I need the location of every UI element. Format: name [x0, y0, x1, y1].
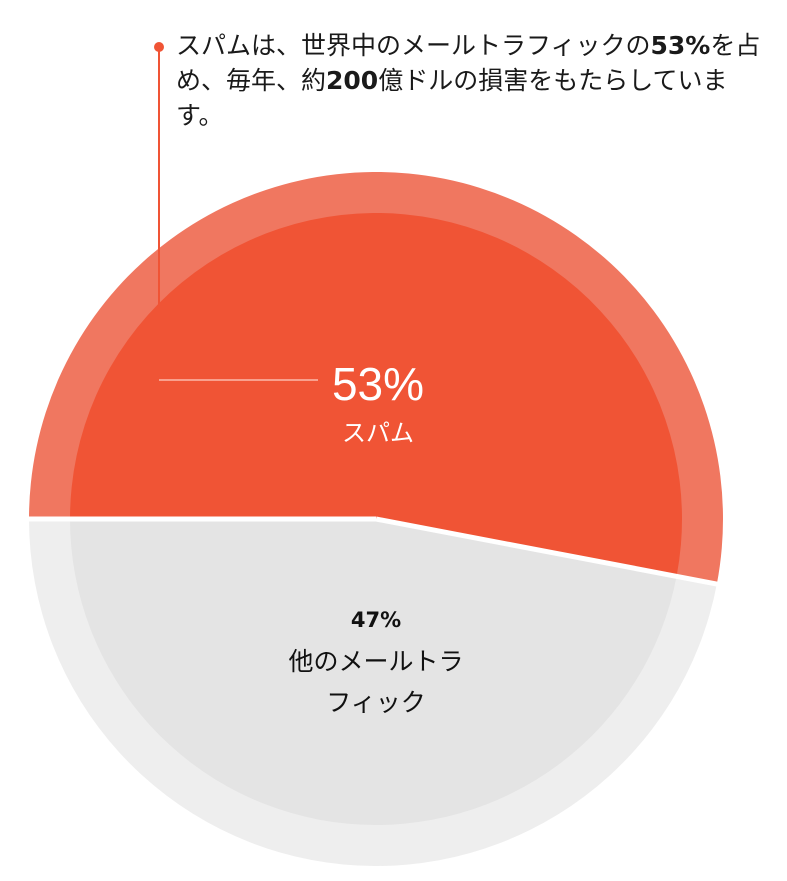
other-name-label-line1: 他のメールトラ: [288, 647, 463, 676]
spam-percentage-label: 53%: [332, 358, 424, 410]
annotation-part2: を占め、毎年、約: [176, 31, 761, 95]
annotation-bold-200: 200: [326, 66, 379, 95]
leader-dot: [154, 42, 164, 52]
annotation-part3: 億ドルの損害をもたらしています。: [176, 66, 728, 130]
other-name-label-line2: フィック: [326, 688, 426, 717]
spam-name-label: スパム: [342, 419, 414, 447]
other-percentage-label: 47%: [351, 608, 401, 632]
slice-separator-end: [375, 516, 722, 588]
annotation-text: スパムは、世界中のメールトラフィックの53%を占め、毎年、約200億ドルの損害を…: [176, 28, 766, 133]
annotation-part1: スパムは、世界中のメールトラフィックの: [176, 31, 651, 60]
pie-slices: [25, 171, 723, 866]
spam-slice-inner: [70, 213, 683, 577]
other-slice-inner: [70, 519, 677, 826]
annotation-bold-53: 53%: [650, 31, 711, 60]
